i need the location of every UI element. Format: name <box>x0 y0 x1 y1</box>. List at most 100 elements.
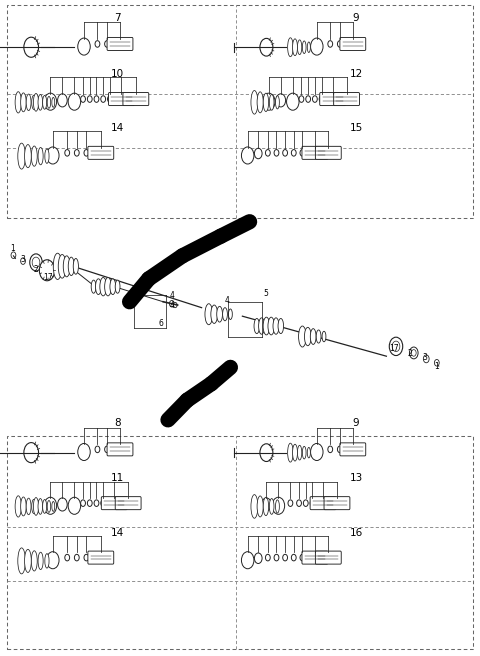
Ellipse shape <box>53 253 62 279</box>
FancyBboxPatch shape <box>123 92 149 106</box>
Circle shape <box>105 41 109 47</box>
Ellipse shape <box>21 93 26 112</box>
Ellipse shape <box>263 317 270 335</box>
Circle shape <box>94 500 99 506</box>
Circle shape <box>21 258 25 264</box>
Ellipse shape <box>269 499 274 514</box>
Ellipse shape <box>31 146 37 166</box>
Circle shape <box>312 96 317 102</box>
Circle shape <box>300 150 305 156</box>
Text: 16: 16 <box>349 528 363 538</box>
Circle shape <box>44 497 57 514</box>
Ellipse shape <box>38 148 43 165</box>
Ellipse shape <box>18 548 25 574</box>
Circle shape <box>260 444 273 462</box>
FancyBboxPatch shape <box>334 92 360 106</box>
Ellipse shape <box>307 447 311 458</box>
Ellipse shape <box>298 445 302 460</box>
FancyBboxPatch shape <box>324 497 350 510</box>
Circle shape <box>392 341 400 352</box>
Circle shape <box>306 96 311 102</box>
Circle shape <box>263 93 275 110</box>
Circle shape <box>241 552 254 569</box>
Circle shape <box>87 500 92 506</box>
FancyBboxPatch shape <box>107 37 133 51</box>
Circle shape <box>95 41 100 47</box>
Circle shape <box>311 443 323 461</box>
Ellipse shape <box>63 256 70 277</box>
Ellipse shape <box>47 501 51 512</box>
Ellipse shape <box>34 497 38 516</box>
Ellipse shape <box>257 92 263 113</box>
Ellipse shape <box>273 318 279 334</box>
Ellipse shape <box>38 94 43 110</box>
Circle shape <box>265 554 270 561</box>
Ellipse shape <box>26 498 31 515</box>
Ellipse shape <box>110 279 116 295</box>
Ellipse shape <box>259 318 264 334</box>
Text: 2: 2 <box>34 264 38 274</box>
Circle shape <box>81 500 85 506</box>
Ellipse shape <box>263 93 269 112</box>
Circle shape <box>283 150 288 156</box>
Circle shape <box>74 150 79 156</box>
Circle shape <box>24 443 38 462</box>
Ellipse shape <box>43 95 47 110</box>
Circle shape <box>328 41 333 47</box>
Ellipse shape <box>276 96 279 109</box>
Circle shape <box>272 497 285 514</box>
Text: 1: 1 <box>11 244 15 253</box>
Text: 17: 17 <box>389 344 398 353</box>
Circle shape <box>337 446 342 453</box>
Circle shape <box>68 497 81 514</box>
Circle shape <box>84 150 89 156</box>
Circle shape <box>265 150 270 156</box>
Circle shape <box>24 37 38 57</box>
Ellipse shape <box>217 306 223 322</box>
Text: 6: 6 <box>158 319 163 328</box>
Circle shape <box>434 359 439 366</box>
Text: 7: 7 <box>114 13 121 23</box>
Circle shape <box>276 94 286 107</box>
Ellipse shape <box>58 255 66 278</box>
Circle shape <box>291 554 296 561</box>
Ellipse shape <box>52 98 55 107</box>
Text: 3: 3 <box>20 255 25 264</box>
Text: 3: 3 <box>422 353 427 362</box>
Ellipse shape <box>52 501 55 512</box>
Circle shape <box>311 38 323 55</box>
Circle shape <box>389 337 403 356</box>
Circle shape <box>78 38 90 55</box>
Ellipse shape <box>288 38 293 56</box>
Ellipse shape <box>205 304 213 325</box>
FancyBboxPatch shape <box>88 146 114 159</box>
Circle shape <box>84 554 89 561</box>
Circle shape <box>287 93 299 110</box>
Circle shape <box>65 150 70 156</box>
Circle shape <box>319 96 324 102</box>
Text: 15: 15 <box>349 123 363 133</box>
Text: 5: 5 <box>263 289 268 298</box>
Ellipse shape <box>322 331 326 342</box>
Ellipse shape <box>68 257 74 276</box>
Circle shape <box>30 254 42 271</box>
Circle shape <box>87 96 92 102</box>
Ellipse shape <box>37 501 41 512</box>
Circle shape <box>47 147 59 164</box>
Text: 14: 14 <box>111 528 124 538</box>
Circle shape <box>274 554 279 561</box>
Circle shape <box>78 443 90 461</box>
Text: 10: 10 <box>111 69 124 79</box>
Circle shape <box>39 260 55 281</box>
Ellipse shape <box>254 318 260 333</box>
Ellipse shape <box>302 446 306 459</box>
Circle shape <box>95 446 100 453</box>
FancyBboxPatch shape <box>315 146 341 159</box>
Text: 12: 12 <box>349 69 363 79</box>
Ellipse shape <box>32 95 36 110</box>
Ellipse shape <box>302 41 306 54</box>
Ellipse shape <box>307 42 311 52</box>
Circle shape <box>288 500 293 506</box>
Text: 4: 4 <box>225 296 229 305</box>
FancyBboxPatch shape <box>108 92 134 106</box>
